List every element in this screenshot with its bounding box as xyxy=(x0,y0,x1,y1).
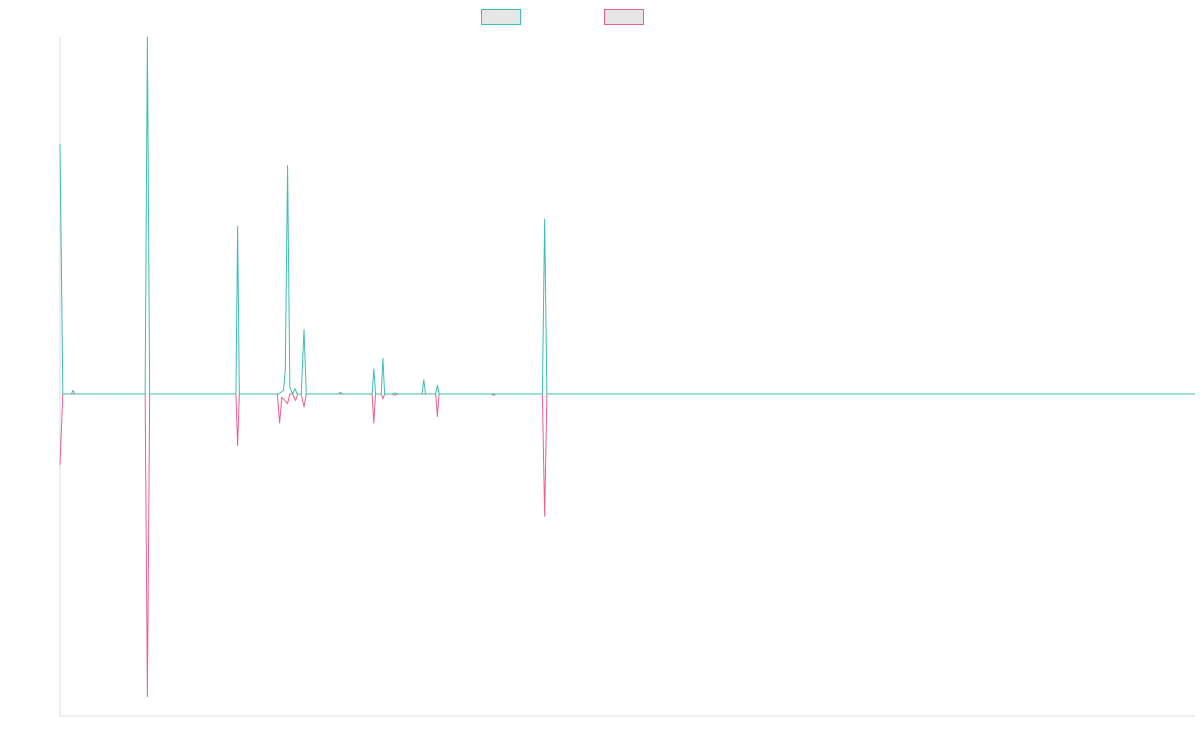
legend-swatch-series-1[interactable] xyxy=(481,9,521,25)
legend-swatch-series-2[interactable] xyxy=(604,9,644,25)
legend xyxy=(0,9,1200,27)
series-line-1 xyxy=(59,36,1195,395)
series-line-2 xyxy=(59,393,1195,698)
